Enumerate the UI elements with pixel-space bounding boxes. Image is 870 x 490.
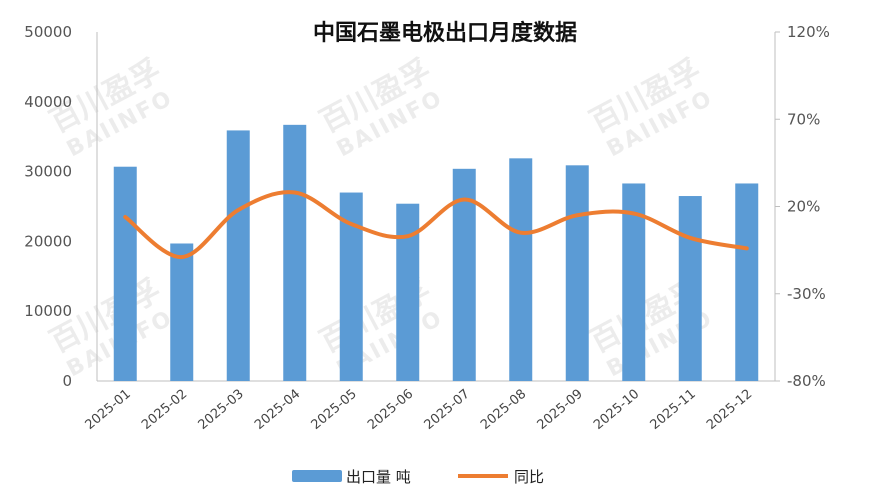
right-tick-label: 20%: [787, 198, 820, 216]
x-tick-label: 2025-03: [196, 387, 247, 433]
legend-bar-swatch: [292, 470, 342, 482]
bar: [396, 203, 420, 381]
x-axis-ticks: 2025-01 2025-02 2025-03 2025-04 2025-05 2025-…: [83, 387, 756, 433]
chart-title: 中国石墨电极出口月度数据: [313, 20, 577, 46]
right-tick-label: 70%: [787, 110, 820, 128]
bar: [565, 165, 589, 381]
left-tick-label: 50000: [24, 23, 72, 41]
x-tick-label: 2025-11: [648, 387, 699, 433]
left-tick-label: 40000: [24, 93, 72, 111]
left-tick-label: 30000: [24, 163, 72, 181]
x-tick-label: 2025-12: [704, 387, 755, 433]
x-tick-label: 2025-04: [252, 387, 303, 433]
bar-series: [113, 124, 759, 382]
bar: [678, 196, 702, 381]
left-axis-ticks: 0 10000 20000 30000 40000 50000: [24, 23, 72, 390]
legend-bar-label: 出口量 吨: [346, 468, 411, 486]
x-tick-label: 2025-07: [422, 387, 473, 433]
right-tick-label: -30%: [787, 285, 826, 303]
yoy-line: [123, 190, 749, 260]
x-tick-label: 2025-06: [365, 387, 416, 433]
line-series: [123, 190, 749, 260]
bar: [170, 243, 194, 381]
legend: 出口量 吨 同比: [292, 468, 544, 486]
x-tick-label: 2025-09: [535, 387, 586, 433]
bar: [735, 183, 759, 381]
legend-line-label: 同比: [514, 468, 544, 486]
bar: [339, 192, 363, 381]
bar: [509, 158, 533, 381]
x-tick-label: 2025-01: [83, 387, 134, 433]
right-axis-ticks: -80% -30% 20% 70% 120%: [775, 23, 830, 390]
bar: [226, 130, 250, 381]
left-tick-label: 0: [62, 372, 72, 390]
x-tick-label: 2025-02: [139, 387, 190, 433]
right-tick-label: 120%: [787, 23, 830, 41]
left-tick-label: 20000: [24, 232, 72, 250]
x-tick-label: 2025-08: [478, 387, 529, 433]
left-tick-label: 10000: [24, 302, 72, 320]
bar: [622, 183, 646, 381]
bar: [452, 168, 476, 381]
x-tick-label: 2025-05: [309, 387, 360, 433]
bar: [113, 166, 137, 381]
right-tick-label: -80%: [787, 372, 826, 390]
x-tick-label: 2025-10: [591, 387, 642, 433]
bar: [283, 124, 307, 382]
